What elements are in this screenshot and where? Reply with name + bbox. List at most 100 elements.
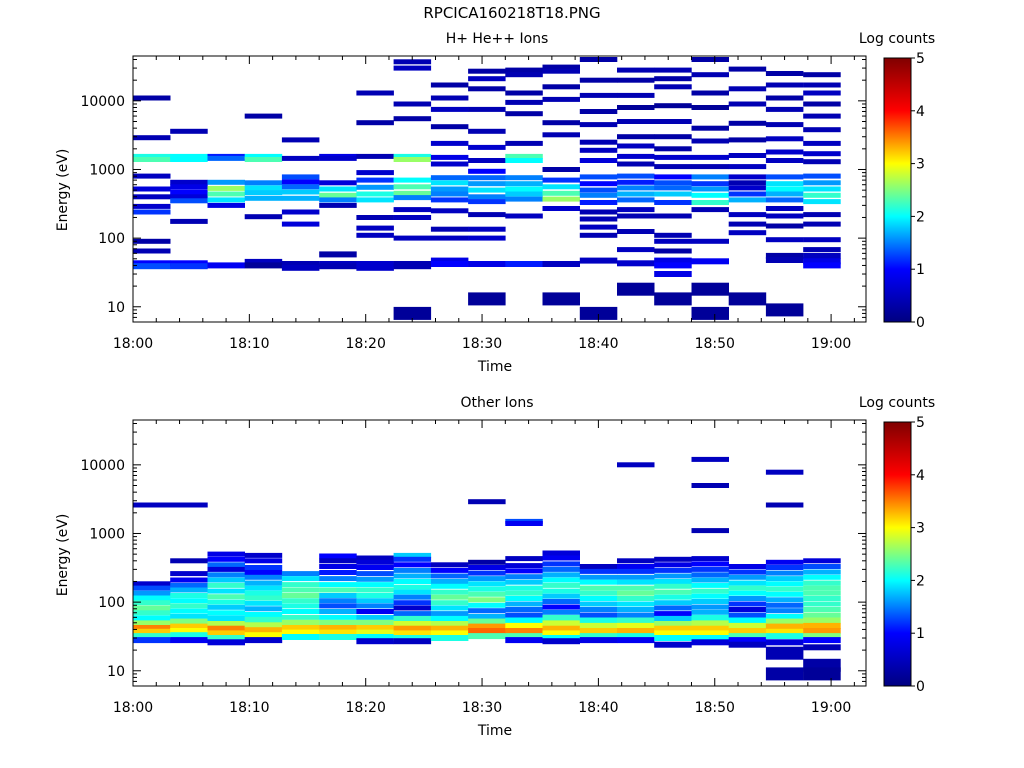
- heatmap-cell: [430, 191, 469, 197]
- heatmap-cell: [207, 588, 245, 594]
- heatmap-cell: [505, 261, 543, 267]
- heatmap-cell: [393, 177, 432, 183]
- heatmap-cell: [281, 155, 320, 161]
- heatmap-cell: [133, 209, 171, 215]
- heatmap-cell: [803, 612, 841, 618]
- heatmap-cell: [579, 633, 618, 640]
- heatmap-cell: [207, 191, 245, 197]
- heatmap-cell: [654, 583, 692, 589]
- heatmap-cell: [654, 621, 692, 627]
- heatmap-cell: [281, 571, 320, 577]
- heatmap-cell: [356, 582, 394, 588]
- heatmap-cell: [133, 194, 171, 200]
- heatmap-cell: [133, 620, 171, 627]
- heatmap-cell: [803, 628, 841, 634]
- x-axis-label: Time: [477, 723, 512, 739]
- heatmap-cell: [765, 158, 804, 163]
- heatmap-cell: [356, 609, 394, 614]
- heatmap-cell: [170, 577, 208, 583]
- heatmap-cell: [207, 155, 245, 161]
- heatmap-cell: [468, 623, 506, 630]
- heatmap-cell: [356, 170, 394, 176]
- heatmap-cell: [542, 593, 580, 599]
- heatmap-cell: [319, 593, 357, 598]
- heatmap-cell: [393, 630, 432, 637]
- heatmap-cell: [319, 603, 357, 609]
- heatmap-cells: [133, 456, 841, 681]
- heatmap-cell: [617, 173, 655, 179]
- colorbar-tick-label: 2: [916, 573, 925, 589]
- heatmap-cell: [468, 168, 506, 174]
- heatmap-cell: [803, 622, 841, 629]
- heatmap-cell: [803, 186, 841, 192]
- heatmap-cell: [133, 633, 171, 640]
- heatmap-cell: [765, 646, 804, 660]
- heatmap-cell: [393, 567, 432, 573]
- heatmap-cell: [579, 109, 618, 114]
- heatmap-cell: [765, 618, 804, 625]
- heatmap-cell: [170, 263, 208, 270]
- heatmap-cell: [579, 139, 618, 145]
- heatmap-cell: [803, 127, 841, 133]
- heatmap-cell: [728, 180, 767, 186]
- heatmap-cell: [617, 191, 655, 197]
- heatmap-cell: [654, 213, 692, 219]
- heatmap-cell: [505, 153, 543, 159]
- heatmap-cell: [170, 598, 208, 604]
- heatmap-cell: [579, 579, 618, 585]
- x-tick-label: 18:50: [695, 336, 735, 352]
- heatmap-cell: [207, 179, 245, 185]
- heatmap-cell: [691, 207, 729, 213]
- heatmap-cell: [393, 195, 432, 201]
- heatmap-cell: [654, 556, 692, 562]
- heatmap-cell: [468, 586, 506, 592]
- heatmap-cell: [617, 179, 655, 185]
- heatmap-cell: [319, 155, 357, 161]
- heatmap-cell: [207, 551, 245, 557]
- heatmap-cell: [393, 611, 432, 617]
- heatmap-cell: [654, 257, 692, 264]
- heatmap-cell: [691, 566, 729, 572]
- heatmap-cell: [728, 212, 767, 218]
- heatmap-cell: [393, 579, 432, 584]
- heatmap-cell: [393, 59, 432, 65]
- heatmap-cell: [617, 207, 655, 213]
- heatmap-cell: [691, 609, 729, 615]
- heatmap-cell: [579, 232, 618, 238]
- heatmap-cell: [654, 180, 692, 186]
- heatmap-cell: [319, 202, 357, 208]
- heatmap-cell: [691, 614, 729, 621]
- heatmap-cell: [133, 625, 171, 631]
- heatmap-cell: [654, 200, 692, 205]
- heatmap-cell: [617, 633, 655, 640]
- heatmap-cell: [654, 641, 692, 648]
- heatmap-cell: [579, 622, 618, 629]
- heatmap-cell: [356, 614, 394, 620]
- heatmap-cell: [691, 593, 729, 599]
- heatmap-cell: [728, 197, 767, 203]
- heatmap-cell: [468, 86, 506, 92]
- heatmap-cell: [430, 567, 469, 573]
- heatmap-cell: [803, 580, 841, 586]
- heatmap-cell: [430, 161, 469, 167]
- heatmap-cell: [319, 553, 357, 559]
- heatmap-cell: [319, 558, 357, 564]
- heatmap-cell: [654, 154, 692, 160]
- heatmap-cell: [505, 612, 543, 618]
- heatmap-cell: [281, 174, 320, 180]
- x-tick-label: 18:00: [113, 336, 153, 352]
- heatmap-cell: [356, 90, 394, 96]
- heatmap-cell: [356, 587, 394, 593]
- heatmap-cell: [281, 221, 320, 227]
- heatmap-cell: [430, 154, 469, 160]
- heatmap-cell: [319, 180, 357, 186]
- heatmap-cell: [803, 637, 841, 644]
- heatmap-cell: [803, 585, 841, 591]
- heatmap-cell: [691, 174, 729, 180]
- heatmap-cell: [319, 251, 357, 258]
- heatmap-cell: [170, 179, 208, 185]
- heatmap-cell: [356, 184, 394, 190]
- heatmap-cell: [654, 84, 692, 90]
- heatmap-cell: [170, 582, 208, 588]
- heatmap-cell: [803, 140, 841, 146]
